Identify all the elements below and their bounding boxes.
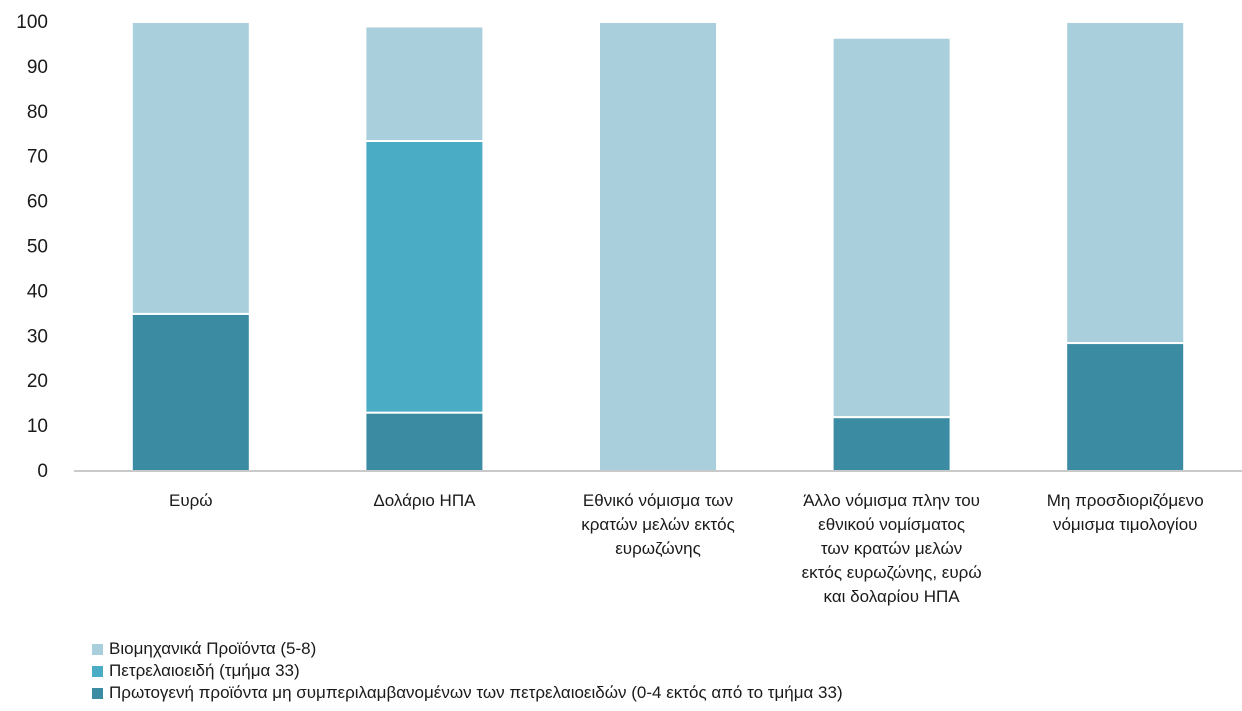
bar-segment-5-series-3: [1065, 21, 1186, 345]
x-tick-label-1: Ευρώ: [169, 491, 213, 510]
bar-segment-2-series-3: [364, 25, 485, 142]
legend-swatch-1: [92, 687, 103, 699]
bar-segment-4-series-1: [831, 416, 952, 472]
y-tick-label-50: 50: [27, 237, 48, 258]
bar-segment-1-series-3: [130, 21, 251, 315]
y-tick-label-70: 70: [27, 147, 48, 168]
x-axis-labels: Ευρώ Δολάριο ΗΠΑ Εθνικό νόμισμα των κρατών …: [169, 491, 1204, 606]
legend-swatch-3: [92, 643, 103, 655]
y-tick-label-60: 60: [27, 192, 48, 213]
x-tick-label-4: Άλλο νόμισμα πλην του εθνικού νομίσματος τ…: [802, 491, 982, 606]
x-tick-label-5: Μη προσδιοριζόμενο νόμισμα τιμολογίου: [1047, 491, 1204, 534]
x-tick-label-2: Δολάριο ΗΠΑ: [373, 491, 476, 510]
y-tick-label-80: 80: [27, 102, 48, 123]
stacked-bar-chart: 0 10 20 30 40 50 60 70 80 90 100 Ευρώ Δολάριο ΗΠΑ Εθ…: [16, 12, 1242, 606]
y-tick-label-90: 90: [27, 57, 48, 78]
y-tick-label-30: 30: [27, 326, 48, 347]
legend-item-3: Βιομηχανικά Προϊόντα (5-8): [92, 638, 843, 660]
y-tick-label-0: 0: [37, 461, 48, 482]
bar-segment-2-series-2: [364, 139, 485, 414]
legend: Βιομηχανικά Προϊόντα (5-8) Πετρελαιοειδή …: [92, 638, 843, 704]
legend-label-2: Πετρελαιοειδή (τμήμα 33): [109, 661, 300, 680]
legend-label-1: Πρωτογενή προϊόντα μη συμπεριλαμβανομένω…: [109, 683, 843, 702]
bars-layer: [130, 21, 1186, 473]
y-tick-label-40: 40: [27, 281, 48, 302]
y-tick-label-10: 10: [27, 416, 48, 437]
y-tick-label-100: 100: [16, 12, 48, 33]
legend-item-2: Πετρελαιοειδή (τμήμα 33): [92, 660, 843, 682]
y-tick-label-20: 20: [27, 371, 48, 392]
legend-label-3: Βιομηχανικά Προϊόντα (5-8): [109, 639, 317, 658]
legend-item-1: Πρωτογενή προϊόντα μη συμπεριλαμβανομένω…: [92, 682, 843, 704]
y-axis-ticks: 0 10 20 30 40 50 60 70 80 90 100: [16, 12, 48, 482]
bar-segment-1-series-1: [130, 312, 251, 472]
bar-segment-2-series-1: [364, 411, 485, 473]
bar-segment-3-series-3: [598, 21, 718, 472]
bar-segment-5-series-1: [1065, 342, 1186, 473]
legend-swatch-2: [92, 665, 103, 677]
bar-segment-4-series-3: [831, 36, 952, 419]
x-tick-label-3: Εθνικό νόμισμα των κρατών μελών εκτός ευρω…: [581, 491, 735, 558]
